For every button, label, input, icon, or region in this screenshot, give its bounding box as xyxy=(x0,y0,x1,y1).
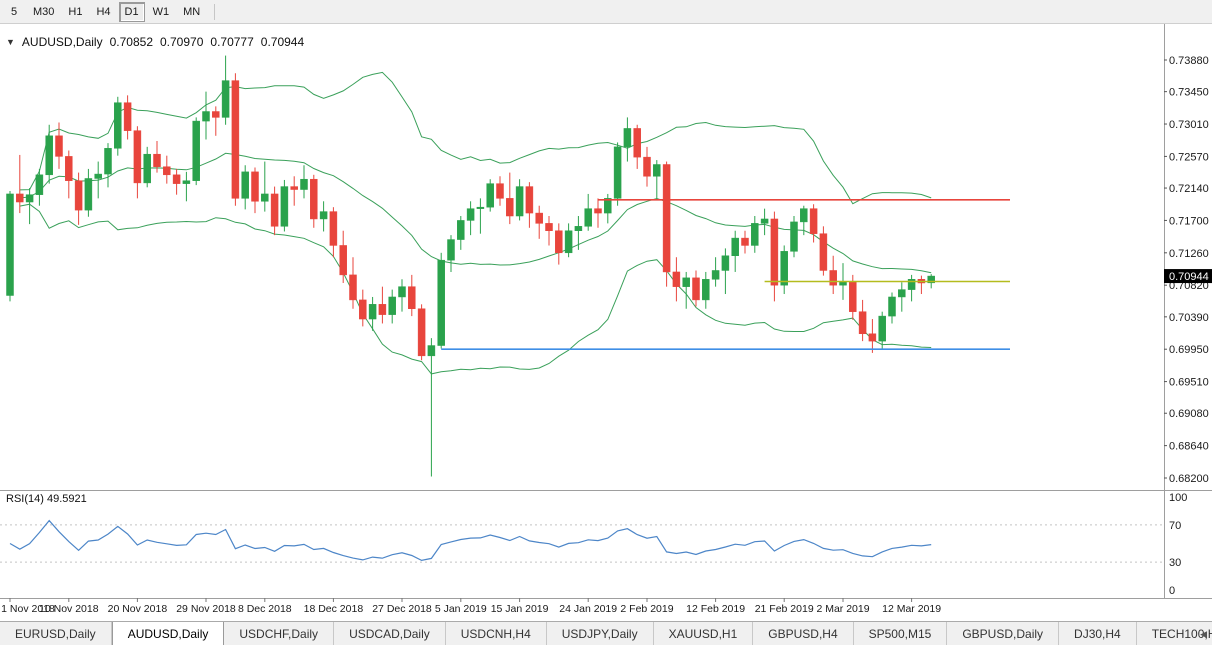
panel-frame xyxy=(0,24,1212,599)
svg-text:0.72140: 0.72140 xyxy=(1169,183,1209,195)
horizontal-lines xyxy=(441,199,1010,351)
svg-text:30: 30 xyxy=(1169,557,1181,569)
chart-dropdown-icon[interactable]: ▼ xyxy=(6,37,15,47)
svg-text:0.70820: 0.70820 xyxy=(1169,280,1209,292)
svg-text:18 Dec 2018: 18 Dec 2018 xyxy=(304,603,364,615)
svg-text:0: 0 xyxy=(1169,585,1175,597)
timeframe-button-h1[interactable]: H1 xyxy=(62,2,88,22)
svg-text:0.72570: 0.72570 xyxy=(1169,151,1209,163)
svg-text:0.69510: 0.69510 xyxy=(1169,377,1209,389)
tab-gbpusd-daily[interactable]: GBPUSD,Daily xyxy=(947,622,1060,645)
svg-text:0.73010: 0.73010 xyxy=(1169,119,1209,131)
svg-text:0.71700: 0.71700 xyxy=(1169,215,1209,227)
current-price-marker: 0.70944 xyxy=(1164,269,1212,284)
svg-text:2 Mar 2019: 2 Mar 2019 xyxy=(816,603,869,615)
chart-window: 0.73880 0.73450 0.73010 0.72570 0.72140 0.717… xyxy=(0,24,1212,621)
svg-text:1 Nov 2018: 1 Nov 2018 xyxy=(1,603,55,615)
svg-text:12 Feb 2019: 12 Feb 2019 xyxy=(686,603,745,615)
tab-eurusd-daily[interactable]: EURUSD,Daily xyxy=(0,622,112,645)
svg-text:0.69950: 0.69950 xyxy=(1169,344,1209,356)
tab-usdcnh-h4[interactable]: USDCNH,H4 xyxy=(445,622,547,645)
svg-text:0.73450: 0.73450 xyxy=(1169,87,1209,99)
tab-usdcad-daily[interactable]: USDCAD,Daily xyxy=(334,622,446,645)
toolbar-separator xyxy=(214,3,216,20)
svg-text:100: 100 xyxy=(1169,492,1187,504)
rsi-plot: 100 70 30 0 xyxy=(9,492,1187,597)
tab-gbpusd-h4[interactable]: GBPUSD,H4 xyxy=(753,622,854,645)
timeframe-button-mn[interactable]: MN xyxy=(177,2,206,22)
bollinger-bands xyxy=(19,71,932,375)
svg-text:27 Dec 2018: 27 Dec 2018 xyxy=(372,603,432,615)
tab-sp500-m15[interactable]: SP500,M15 xyxy=(853,622,948,645)
rsi-levels xyxy=(0,524,1164,563)
svg-text:0.70390: 0.70390 xyxy=(1169,312,1209,324)
candlesticks xyxy=(6,55,935,477)
svg-text:15 Jan 2019: 15 Jan 2019 xyxy=(491,603,549,615)
price-axis: 0.73880 0.73450 0.73010 0.72570 0.72140 0.717… xyxy=(1164,55,1209,485)
tab-usdchf-daily[interactable]: USDCHF,Daily xyxy=(224,622,335,645)
tab-dj30-h4[interactable]: DJ30,H4 xyxy=(1059,622,1137,645)
svg-text:12 Mar 2019: 12 Mar 2019 xyxy=(882,603,941,615)
timeframe-button-h4[interactable]: H4 xyxy=(90,2,116,22)
timeframe-toolbar: 5 M30 H1 H4 D1 W1 MN xyxy=(0,0,1212,24)
svg-text:70: 70 xyxy=(1169,520,1181,532)
tab-scroll-left-icon[interactable]: ◀ xyxy=(1200,629,1207,639)
svg-text:0.68640: 0.68640 xyxy=(1169,441,1209,453)
svg-text:0.68200: 0.68200 xyxy=(1169,473,1209,485)
timeframe-button-m30[interactable]: M30 xyxy=(27,2,60,22)
price-chart[interactable]: 0.73880 0.73450 0.73010 0.72570 0.72140 0.717… xyxy=(0,24,1212,621)
svg-text:0.70944: 0.70944 xyxy=(1169,271,1209,283)
svg-text:2 Feb 2019: 2 Feb 2019 xyxy=(620,603,673,615)
svg-text:0.73880: 0.73880 xyxy=(1169,55,1209,67)
svg-text:8 Dec 2018: 8 Dec 2018 xyxy=(238,603,292,615)
timeframe-button-m5[interactable]: 5 xyxy=(3,2,25,22)
svg-text:20 Nov 2018: 20 Nov 2018 xyxy=(108,603,168,615)
timeframe-button-d1[interactable]: D1 xyxy=(118,1,145,22)
tab-usdjpy-daily[interactable]: USDJPY,Daily xyxy=(546,622,654,645)
chart-tabs-bar: EURUSD,Daily AUDUSD,Daily USDCHF,Daily U… xyxy=(0,621,1212,645)
svg-text:10 Nov 2018: 10 Nov 2018 xyxy=(39,603,99,615)
tab-tech100-h1[interactable]: TECH100,H1 xyxy=(1136,622,1212,645)
svg-text:21 Feb 2019: 21 Feb 2019 xyxy=(755,603,814,615)
tab-audusd-daily[interactable]: AUDUSD,Daily xyxy=(111,622,225,645)
svg-text:0.69080: 0.69080 xyxy=(1169,408,1209,420)
svg-text:0.71260: 0.71260 xyxy=(1169,248,1209,260)
timeframe-button-w1[interactable]: W1 xyxy=(147,2,176,22)
svg-text:5 Jan 2019: 5 Jan 2019 xyxy=(435,603,487,615)
tab-xauusd-h1[interactable]: XAUUSD,H1 xyxy=(653,622,754,645)
svg-text:29 Nov 2018: 29 Nov 2018 xyxy=(176,603,236,615)
svg-text:24 Jan 2019: 24 Jan 2019 xyxy=(559,603,617,615)
